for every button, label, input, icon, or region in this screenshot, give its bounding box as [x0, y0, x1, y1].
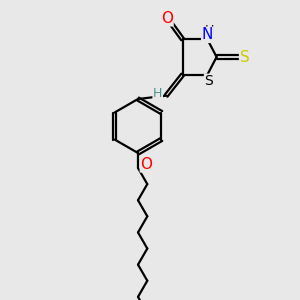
Text: H: H	[153, 87, 162, 100]
Text: S: S	[205, 74, 213, 88]
Text: S: S	[240, 50, 249, 64]
Text: H: H	[205, 24, 214, 37]
Text: N: N	[202, 27, 213, 42]
Text: O: O	[161, 11, 173, 26]
Text: O: O	[140, 157, 152, 172]
